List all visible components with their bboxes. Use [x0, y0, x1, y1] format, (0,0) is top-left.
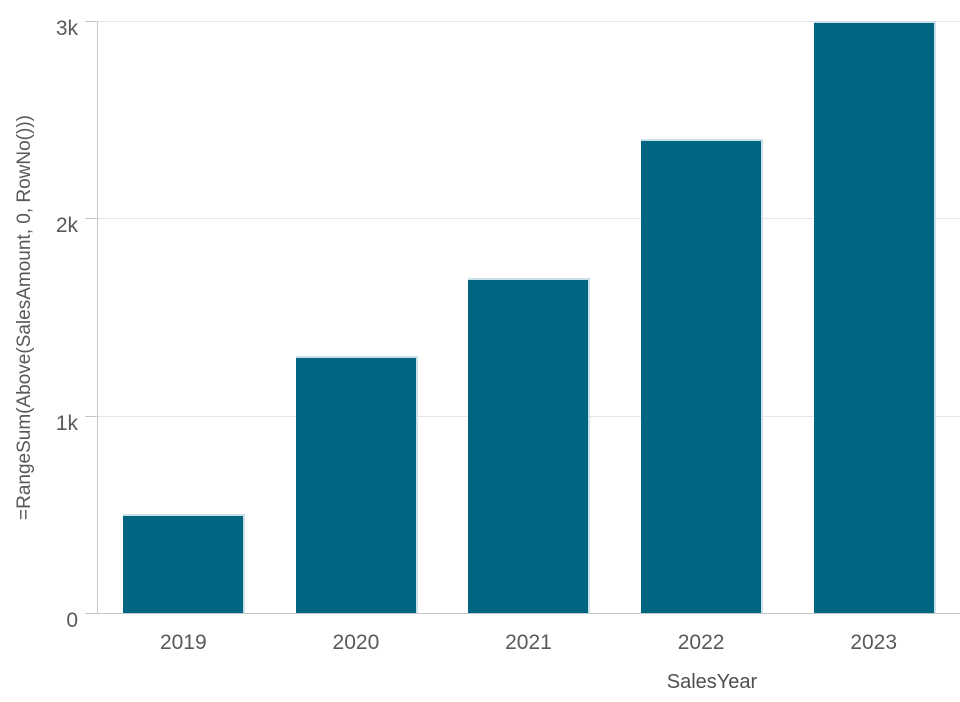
bar-2021[interactable] [468, 277, 591, 613]
x-axis-labels: 2019 2020 2021 2022 2023 [97, 632, 960, 653]
plot-area [97, 21, 960, 614]
y-tick-label: 0 [66, 609, 78, 632]
y-tick-label: 3k [55, 17, 78, 40]
x-axis-label: 2023 [850, 631, 898, 654]
x-axis-title: SalesYear [666, 671, 758, 693]
bar-row [98, 21, 960, 613]
bar-slot [443, 21, 616, 613]
y-tick-mark [85, 416, 97, 417]
bar-slot [616, 21, 789, 613]
x-axis-label: 2021 [505, 631, 552, 654]
y-axis-title-wrap: =RangeSum(Above(SalesAmount, 0, RowNo())… [12, 21, 38, 613]
bar-2020[interactable] [295, 356, 418, 613]
bar-slot [98, 21, 271, 613]
y-axis-title: =RangeSum(Above(SalesAmount, 0, RowNo())… [14, 114, 35, 520]
y-tick-mark [85, 218, 97, 219]
y-tick-mark [85, 21, 97, 22]
bar-2023[interactable] [813, 21, 936, 613]
y-tick-label: 1k [55, 411, 78, 435]
bar-2019[interactable] [123, 514, 246, 613]
x-axis-label: 2019 [159, 631, 207, 654]
bar-2022[interactable] [641, 139, 764, 613]
x-axis-label: 2022 [677, 631, 725, 654]
y-tick-label: 2k [55, 214, 78, 238]
x-axis-label: 2020 [332, 631, 380, 654]
bar-slot [788, 21, 960, 613]
y-tick-mark [85, 613, 97, 614]
gridline [98, 218, 960, 220]
bar-slot [271, 21, 444, 613]
gridline [98, 21, 960, 22]
